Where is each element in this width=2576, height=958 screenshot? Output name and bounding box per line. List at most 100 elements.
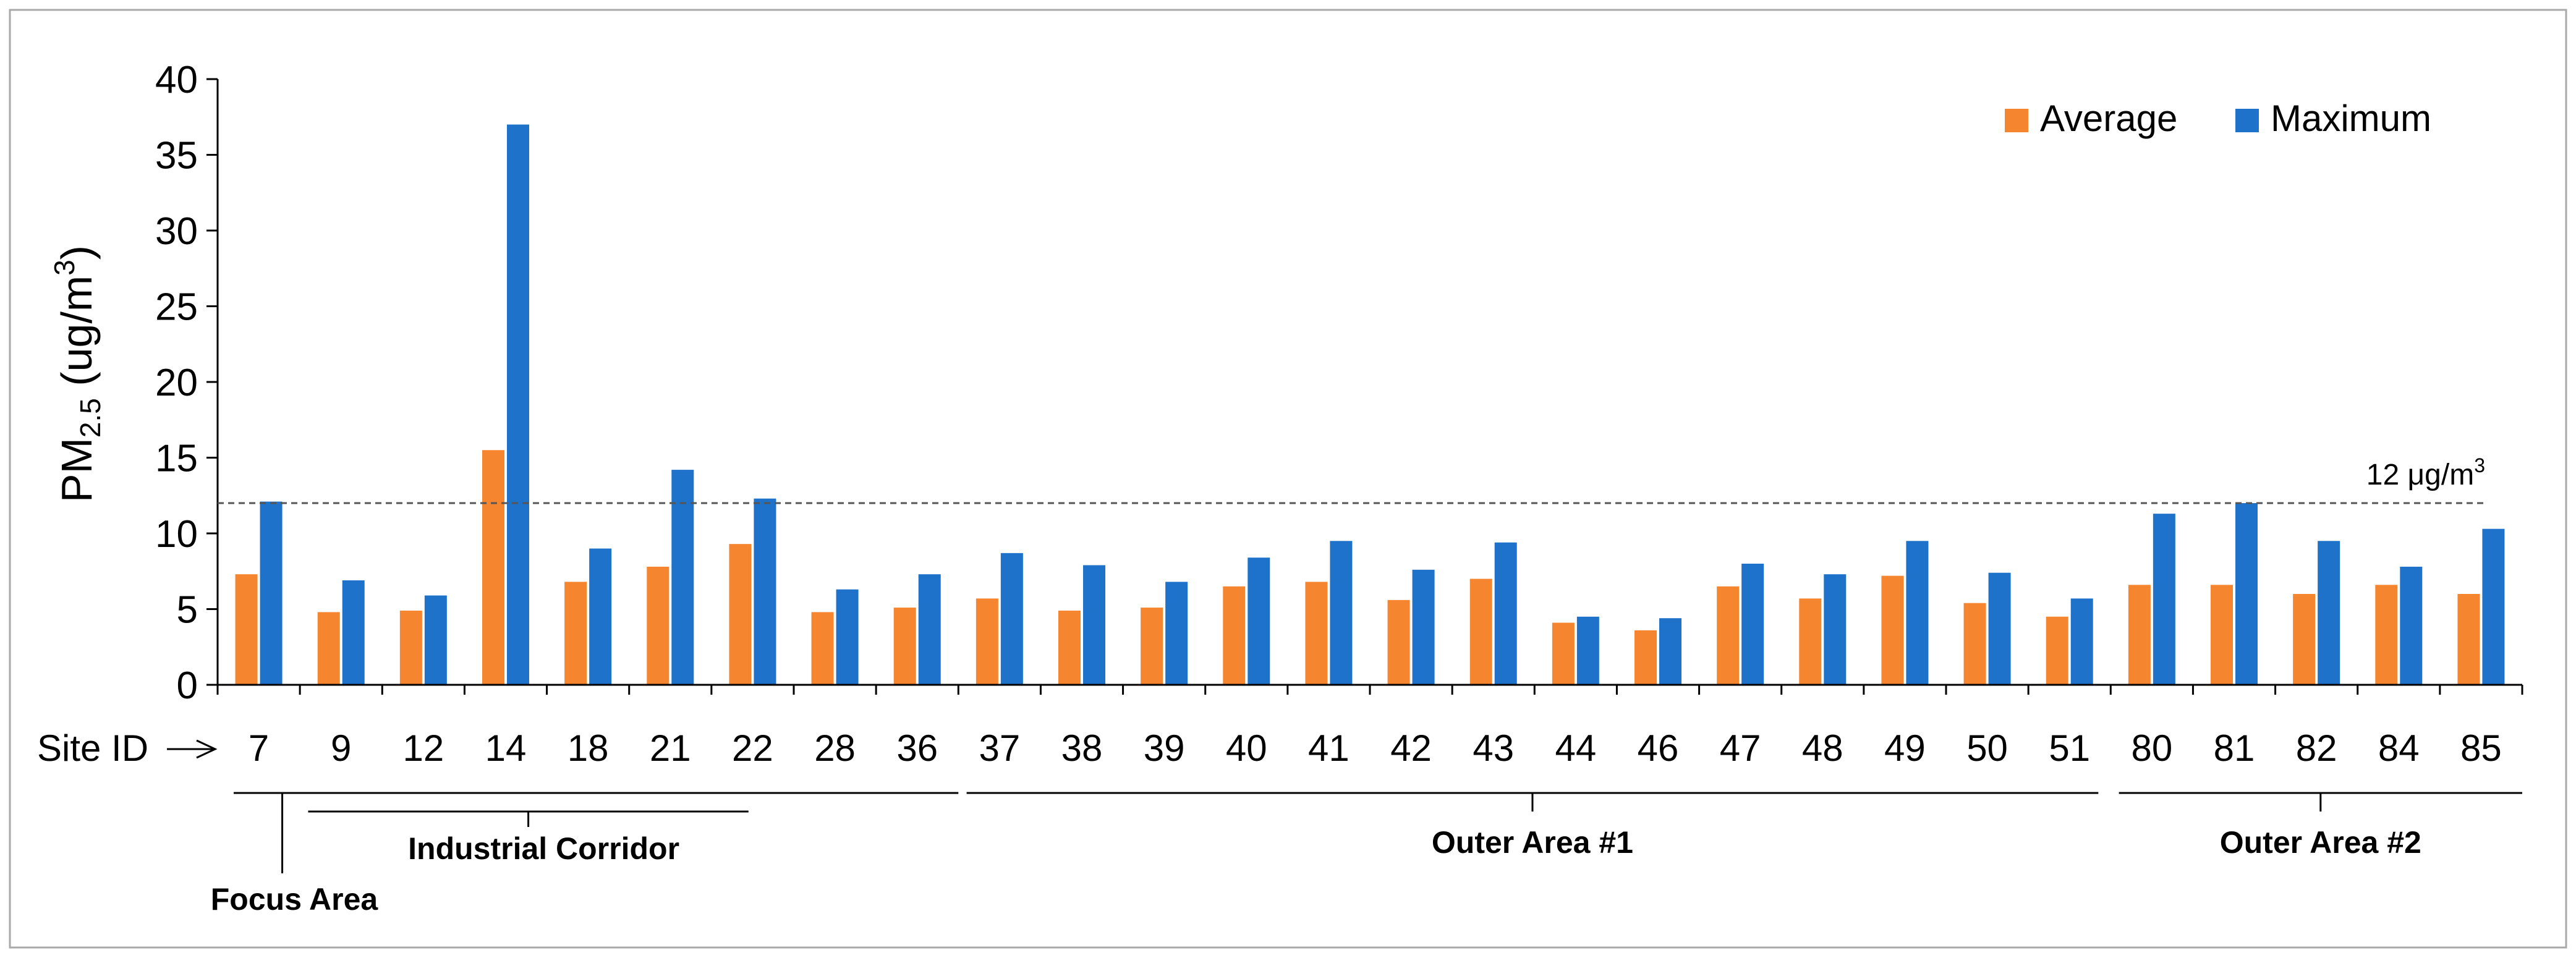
bar-maximum-site-84 [2400,566,2423,685]
group-label-industrial-corridor: Industrial Corridor [408,831,679,866]
bar-maximum-site-21 [671,470,694,685]
bar-average-site-84 [2375,585,2398,685]
bar-average-site-51 [2046,616,2068,685]
bar-average-site-38 [1058,610,1081,685]
x-tick-label: 51 [2049,727,2090,769]
legend-label-average: Average [2040,98,2177,139]
x-tick-label: 22 [732,727,773,769]
y-tick-label: 5 [177,589,198,632]
y-axis-title-close: ) [53,245,101,260]
x-tick-label: 14 [485,727,527,769]
bar-average-site-48 [1799,598,1822,685]
bar-average-site-22 [729,544,752,685]
x-tick-label: 37 [979,727,1020,769]
bar-maximum-site-39 [1165,582,1188,685]
x-tick-label: 84 [2378,727,2420,769]
bar-average-site-50 [1963,603,1986,685]
group-label-outer-area-2: Outer Area #2 [2220,825,2421,860]
bar-average-site-47 [1717,586,1740,685]
bar-average-site-44 [1552,622,1575,685]
group-label-focus-area: Focus Area [211,882,379,917]
x-axis: 7 9 12 14 18 21 22 28 36 37 38 39 40 41 42 43 44 46 47 48 49… [216,684,2523,769]
bar-maximum-site-42 [1412,569,1435,685]
bar-average-site-42 [1387,600,1410,685]
y-axis-title-unit: (ug/m [53,276,101,398]
x-tick-label: 82 [2296,727,2337,769]
x-tick-label: 39 [1144,727,1185,769]
bar-average-site-85 [2457,594,2480,685]
y-axis-title-main: PM [53,438,101,502]
bar-average-site-7 [235,574,258,685]
bar-maximum-site-49 [1906,541,1929,685]
arrow-icon [167,739,218,759]
group-label-outer-area-1: Outer Area #1 [1432,825,1633,860]
bar-maximum-site-44 [1576,616,1599,685]
x-tick-label: 9 [331,727,351,769]
bar-maximum-site-80 [2153,514,2175,685]
reference-line-label-superscript: 3 [2474,454,2485,477]
bar-maximum-site-85 [2482,528,2505,685]
bar-maximum-site-7 [260,501,283,685]
bar-maximum-site-28 [836,589,859,685]
y-axis-title-superscript: 3 [48,260,80,276]
bar-maximum-site-9 [342,580,365,685]
bar-average-site-28 [811,612,834,685]
x-tick-label: 28 [814,727,856,769]
bar-maximum-site-50 [1988,572,2011,685]
x-tick-label: 12 [402,727,444,769]
x-tick-label: 41 [1308,727,1350,769]
bar-maximum-site-14 [507,124,529,685]
bar-average-site-39 [1141,608,1163,685]
y-tick-label: 30 [155,210,198,253]
bar-maximum-site-40 [1248,557,1270,685]
x-tick-label: 36 [896,727,938,769]
x-tick-label: 18 [567,727,609,769]
bar-average-site-82 [2293,594,2316,685]
x-tick-label: 43 [1473,727,1514,769]
x-tick-label: 42 [1390,727,1432,769]
x-tick-label: 40 [1226,727,1267,769]
bar-maximum-site-46 [1659,618,1681,685]
bar-average-site-14 [482,450,504,685]
bar-maximum-site-22 [754,498,776,685]
x-tick-label: 46 [1638,727,1679,769]
x-tick-label: 44 [1555,727,1596,769]
bar-maximum-site-12 [424,595,447,685]
bar-average-site-12 [399,610,422,685]
legend: Average Maximum [2005,98,2431,139]
y-tick-label: 35 [155,135,198,177]
y-tick-label: 25 [155,286,198,329]
y-tick-label: 40 [155,59,198,101]
chart-frame [9,9,2567,949]
legend-label-maximum: Maximum [2271,98,2431,139]
bar-average-site-41 [1305,582,1328,685]
x-tick-label: 85 [2460,727,2502,769]
x-tick-label: 38 [1061,727,1103,769]
bar-maximum-site-37 [1000,553,1023,685]
y-tick-label: 10 [155,513,198,556]
y-tick-label: 15 [155,438,198,480]
bar-maximum-site-36 [918,574,941,685]
x-tick-label: 50 [1966,727,2008,769]
y-axis-title-subscript: 2.5 [74,398,106,438]
bar-average-site-36 [893,608,916,685]
y-tick-label: 20 [155,362,198,404]
bar-maximum-site-38 [1083,565,1105,685]
bar-average-site-49 [1881,575,1904,685]
bar-average-site-40 [1223,586,1246,685]
reference-line-label-text: 12 μg/m [2366,459,2474,491]
bar-average-site-9 [317,612,340,685]
y-axis-title: PM2.5 (ug/m3) [48,245,106,502]
site-groups: Focus Area Industrial Corridor Outer Area … [211,792,2522,917]
x-axis-title: Site ID [37,727,148,769]
bar-average-site-46 [1634,630,1657,685]
x-tick-label: 7 [249,727,269,769]
bar-maximum-site-81 [2235,503,2258,685]
bar-average-site-43 [1469,579,1492,685]
legend-swatch-maximum [2235,109,2259,132]
reference-line-label: 12 μg/m3 [2366,454,2485,491]
x-tick-label: 48 [1802,727,1843,769]
bar-maximum-site-43 [1494,542,1517,685]
bar-maximum-site-47 [1741,564,1764,685]
